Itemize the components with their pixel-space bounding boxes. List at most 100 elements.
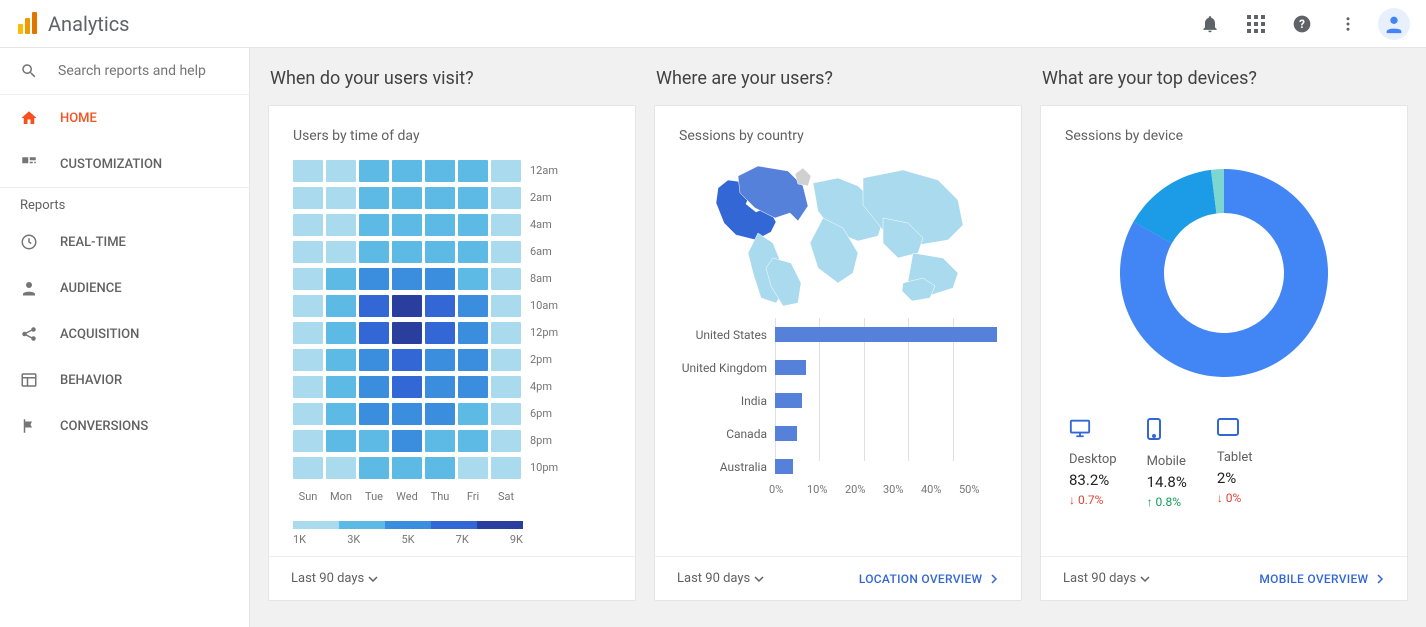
heatmap-cell [293,430,323,452]
heatmap-cell [425,268,455,290]
chevron-down-icon [368,574,378,584]
device-breakdown: Desktop83.2%↓ 0.7%Mobile14.8%↑ 0.8%Table… [1065,378,1383,509]
link-label: LOCATION OVERVIEW [859,572,983,586]
world-map [703,158,973,308]
more-icon[interactable] [1336,12,1360,36]
heatmap-cell [491,241,521,263]
nav-home[interactable]: HOME [0,95,249,141]
country-bar [775,426,797,441]
device-name: Desktop [1069,452,1117,467]
device-name: Tablet [1217,450,1253,465]
heatmap-day-label: Thu [425,487,455,503]
heatmap-hour-label: 12pm [524,326,562,339]
heatmap-question: When do your users visit? [270,68,636,89]
range-label: Last 90 days [677,571,750,586]
heatmap-cell [293,403,323,425]
heatmap-cell [425,214,455,236]
apps-icon[interactable] [1244,12,1268,36]
heatmap-cell [392,160,422,182]
map-range-dropdown[interactable]: Last 90 days [677,571,764,586]
heatmap-cell [392,322,422,344]
location-overview-link[interactable]: LOCATION OVERVIEW [859,572,999,586]
nav-audience[interactable]: AUDIENCE [0,265,249,311]
heatmap-hour-label: 2pm [524,353,562,366]
nav-realtime[interactable]: REAL-TIME [0,219,249,265]
person-icon [20,279,38,297]
country-bar [775,360,806,375]
app-title: Analytics [48,12,130,36]
heatmap-cell [425,322,455,344]
range-label: Last 90 days [1063,571,1136,586]
heatmap-cell [425,241,455,263]
country-label: Canada [679,427,775,441]
heatmap-hour-label: 8pm [524,434,562,447]
analytics-logo [16,12,40,36]
map-title: Sessions by country [655,106,1021,158]
search-placeholder: Search reports and help [58,63,206,79]
heatmap-cell [392,349,422,371]
heatmap-cell [491,295,521,317]
heatmap-cell [458,430,488,452]
device-delta: ↑ 0.8% [1147,495,1187,509]
country-label: United Kingdom [679,361,775,375]
heatmap-hour-label: 4am [524,218,562,231]
mobile-overview-link[interactable]: MOBILE OVERVIEW [1259,572,1385,586]
chevron-down-icon [754,574,764,584]
heatmap-cell [392,376,422,398]
heatmap-cell [326,403,356,425]
heatmap-cell [491,403,521,425]
heatmap-cell [359,349,389,371]
heatmap-cell [392,430,422,452]
heatmap-cell [425,430,455,452]
heatmap-range-dropdown[interactable]: Last 90 days [291,571,378,586]
heatmap-cell [458,160,488,182]
nav-label: HOME [60,111,97,126]
device-pct: 83.2% [1069,471,1117,489]
heatmap-day-label: Wed [392,487,422,503]
heatmap-cell [359,160,389,182]
device-stat: Desktop 83.2% ↓ 0.7% [1069,418,1117,509]
nav-behavior[interactable]: BEHAVIOR [0,357,249,403]
country-bars: United StatesUnited KingdomIndiaCanadaAu… [679,318,997,483]
heatmap-cell [359,322,389,344]
nav-customization[interactable]: CUSTOMIZATION [0,141,249,187]
chevron-down-icon [1140,574,1150,584]
heatmap-cell [458,187,488,209]
heatmap-cell [458,349,488,371]
notifications-icon[interactable] [1198,12,1222,36]
nav-label: REAL-TIME [60,235,126,250]
country-label: United States [679,328,775,342]
heatmap-cell [425,457,455,479]
layout-icon [20,371,38,389]
heatmap-hour-label: 8am [524,272,562,285]
device-delta: ↓ 0.7% [1069,493,1117,507]
heatmap-cell [293,295,323,317]
heatmap-cell [491,376,521,398]
sidebar: Search reports and help HOME CUSTOMIZATI… [0,48,250,627]
heatmap-cell [491,214,521,236]
heatmap-cell [425,403,455,425]
heatmap-day-label: Mon [326,487,356,503]
heatmap-cell [359,241,389,263]
device-range-dropdown[interactable]: Last 90 days [1063,571,1150,586]
help-icon[interactable]: ? [1290,12,1314,36]
account-avatar[interactable] [1378,8,1410,40]
nav-label: BEHAVIOR [60,373,122,388]
nav-acquisition[interactable]: ACQUISITION [0,311,249,357]
heatmap-cell [392,268,422,290]
chevron-right-icon [1375,574,1385,584]
heatmap-cell [491,268,521,290]
time-heatmap: 12am2am4am6am8am10am12pm2pm4pm6pm8pm10pm… [293,158,611,507]
heatmap-cell [326,295,356,317]
heatmap-cell [491,430,521,452]
heatmap-cell [359,376,389,398]
nav-conversions[interactable]: CONVERSIONS [0,403,249,449]
search-input[interactable]: Search reports and help [0,48,249,94]
heatmap-day-label: Tue [359,487,389,503]
map-question: Where are your users? [656,68,1022,89]
heatmap-hour-label: 12am [524,164,562,177]
svg-text:?: ? [1299,17,1305,31]
nav-label: AUDIENCE [60,281,122,296]
heatmap-cell [425,187,455,209]
top-bar: Analytics ? [0,0,1426,48]
